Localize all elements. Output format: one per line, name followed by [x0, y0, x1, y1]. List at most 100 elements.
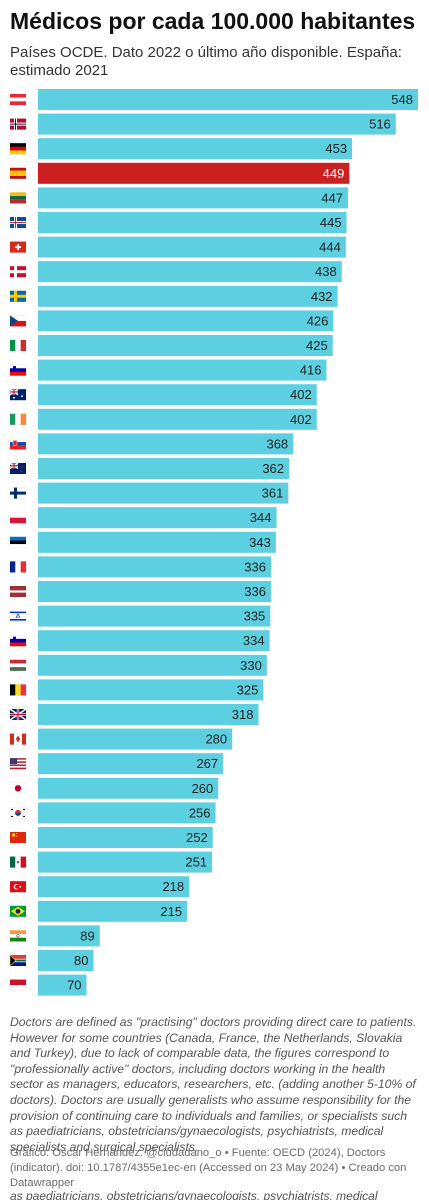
footer-credit: Gráfico: Óscar Hernández. @ciudadano_o	[10, 1147, 222, 1159]
bar-value-label: 416	[300, 363, 322, 378]
bar-value-label: 402	[290, 412, 312, 427]
bar-value-label: 251	[185, 855, 207, 870]
bar-value-label: 516	[369, 117, 391, 132]
bar-row: 330	[9, 654, 267, 676]
bar-row: 334	[9, 630, 270, 652]
bar-value-label: 361	[262, 486, 284, 501]
bar-row: 218	[9, 876, 190, 898]
bar	[38, 433, 294, 455]
bar-row: 516	[9, 113, 396, 135]
bar	[38, 359, 327, 381]
bar	[38, 950, 94, 971]
bar	[38, 802, 216, 824]
footer-created-with: Creado con Datawrapper	[10, 1162, 407, 1189]
flag-spain-icon	[9, 167, 27, 180]
bar	[38, 605, 271, 627]
bar-value-label: 330	[240, 658, 262, 673]
flag-switzerland-icon	[9, 241, 27, 253]
flag-italy-icon	[9, 339, 27, 352]
bar	[38, 458, 290, 479]
bar	[38, 679, 264, 701]
flag-india-icon	[9, 930, 27, 942]
flag-denmark-icon	[9, 265, 27, 278]
bar	[38, 728, 233, 750]
bar-value-label: 218	[162, 879, 184, 894]
bar-row: 256	[9, 802, 216, 824]
footer-separator: •	[338, 1162, 349, 1174]
bar-row: 336	[9, 556, 271, 578]
flag-south-africa-icon	[9, 954, 27, 967]
bar-value-label: 344	[250, 510, 272, 525]
flag-sweden-icon	[9, 290, 27, 303]
bar-row: 325	[9, 679, 264, 701]
bar-value-label: 318	[232, 707, 254, 722]
bar-value-label: 445	[320, 215, 342, 230]
bar	[38, 236, 346, 258]
bar-value-label: 438	[315, 264, 337, 279]
flag-latvia-icon	[9, 585, 27, 598]
bar	[38, 851, 213, 873]
bar-highlighted	[38, 162, 350, 184]
flag-slovenia-icon	[9, 634, 27, 647]
bar-row: 70	[9, 974, 87, 996]
bar-row: 449	[9, 162, 350, 184]
bar-row: 445	[9, 212, 347, 233]
bar-value-label: 336	[244, 584, 266, 599]
bar	[38, 212, 347, 233]
bar-value-label: 256	[189, 805, 211, 820]
bar	[38, 310, 334, 332]
bar-value-label: 449	[323, 166, 345, 181]
bar-row: 344	[9, 507, 277, 529]
bar	[38, 89, 418, 110]
flag-czech-republic-icon	[9, 315, 27, 327]
flag-australia-icon	[9, 388, 27, 401]
chart-note: Doctors are defined as "practising" doct…	[10, 1015, 417, 1154]
cutoff-note-text: as paediatricians, obstetricians/gynaeco…	[10, 1189, 378, 1200]
flag-slovenia-icon	[9, 364, 27, 376]
bar-value-label: 453	[325, 141, 347, 156]
bar	[38, 654, 267, 676]
bar-value-label: 336	[244, 559, 266, 574]
bar-value-label: 426	[307, 313, 329, 328]
bar-row: 402	[9, 408, 317, 430]
bar-value-label: 343	[249, 535, 271, 550]
bar-row: 260	[9, 777, 219, 799]
flag-indonesia-icon	[9, 979, 27, 991]
bar	[38, 335, 333, 356]
bar-value-label: 362	[262, 461, 284, 476]
bar-row: 447	[9, 187, 348, 209]
flag-norway-icon	[9, 118, 27, 130]
flag-austria-icon	[9, 93, 27, 106]
bar	[38, 556, 271, 578]
bar-row: 368	[9, 433, 294, 455]
bar-row: 444	[9, 236, 346, 258]
bar-row: 432	[9, 285, 338, 307]
bar-value-label: 80	[74, 953, 88, 968]
bar-value-label: 89	[80, 928, 94, 943]
bar	[38, 384, 317, 406]
bar-row: 251	[9, 851, 213, 873]
bar-row: 402	[9, 384, 317, 406]
flag-united-kingdom-icon	[9, 708, 27, 721]
flag-lithuania-icon	[9, 192, 27, 204]
footer-separator: •	[221, 1147, 232, 1159]
bar	[38, 630, 270, 652]
bar-value-label: 334	[243, 633, 265, 648]
bar-row: 336	[9, 581, 271, 602]
bar-value-label: 548	[391, 92, 413, 107]
flag-turkey-icon	[9, 880, 27, 893]
bar	[38, 974, 87, 996]
bar-row: 215	[9, 900, 188, 922]
bar-row: 80	[9, 950, 94, 971]
bar-value-label: 267	[196, 756, 218, 771]
bar-value-label: 447	[321, 190, 343, 205]
bar	[38, 261, 342, 283]
bar	[38, 187, 348, 209]
bar-value-label: 335	[244, 609, 266, 624]
bar-value-label: 215	[160, 904, 182, 919]
flag-new-zealand-icon	[9, 462, 27, 475]
bar-value-label: 280	[205, 732, 227, 747]
flag-hungary-icon	[9, 659, 27, 672]
bar-row: 252	[9, 827, 213, 848]
